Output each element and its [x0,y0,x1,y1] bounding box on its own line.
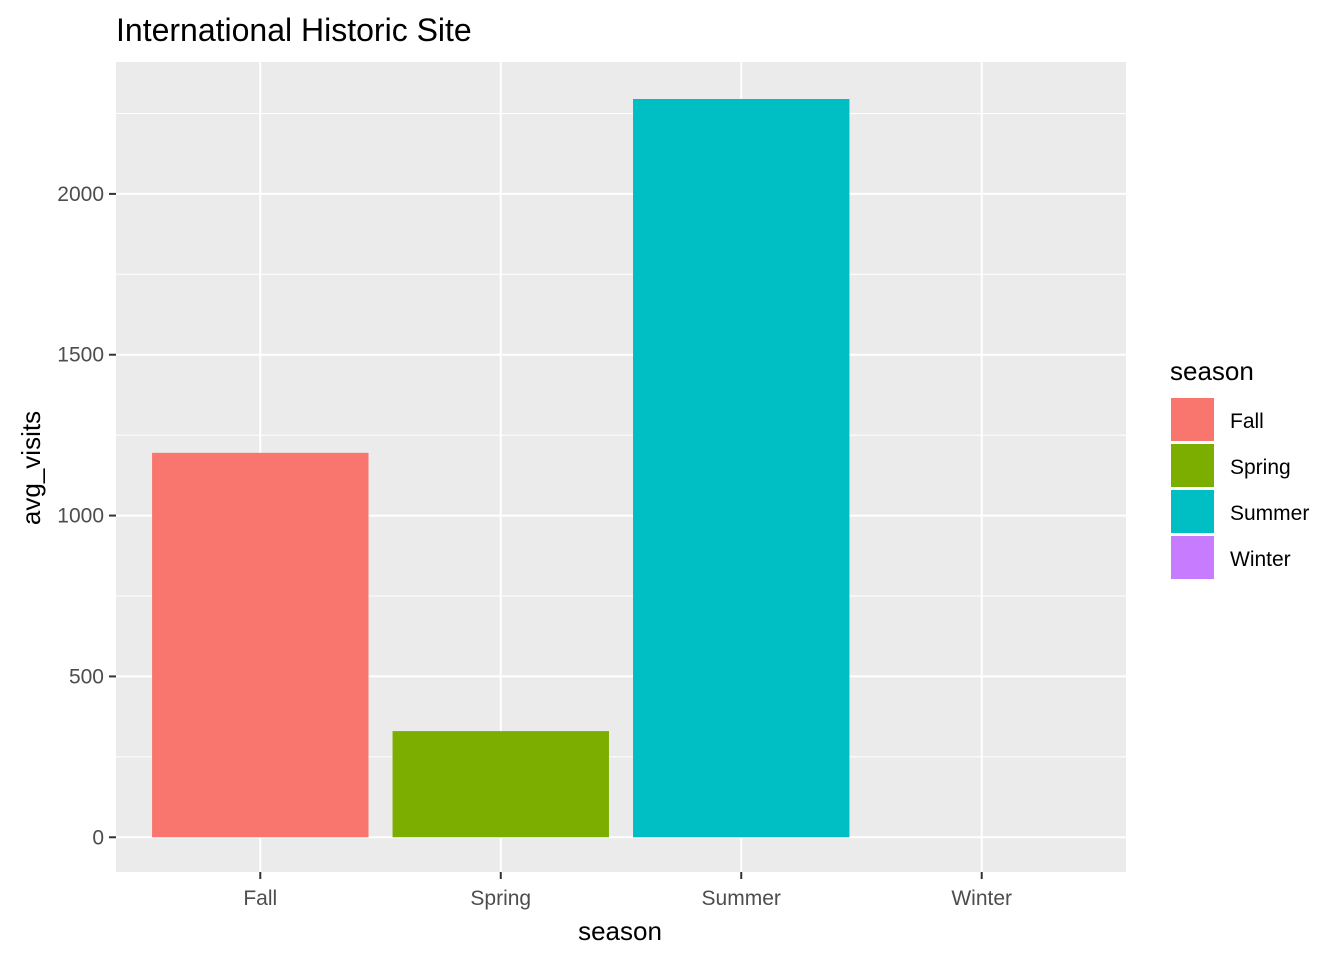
chart-title: International Historic Site [116,12,472,48]
x-tick-label: Winter [951,887,1012,910]
bar-fall [152,452,369,838]
bar-spring [392,731,609,838]
legend-swatch-summer [1171,490,1214,533]
legend-swatch-fall [1171,398,1214,441]
y-tick-label: 1000 [57,505,104,528]
x-tick-label: Spring [470,887,531,910]
x-tick-label: Summer [702,887,781,910]
x-tick-label: Fall [243,887,277,910]
legend-swatch-spring [1171,444,1214,487]
legend-label: Spring [1230,456,1291,479]
y-axis-title: avg_visits [16,411,46,525]
y-tick-label: 2000 [57,183,104,206]
legend-label: Summer [1230,502,1309,525]
legend-swatch-winter [1171,536,1214,579]
x-axis-title: season [578,916,662,946]
x-axis: Fall Spring Summer Winter [243,872,1012,910]
legend-label: Fall [1230,410,1264,433]
legend: season Fall Spring Summer Winter [1170,356,1309,581]
bar-summer [633,98,850,838]
y-axis: 0 500 1000 1500 2000 [57,183,116,849]
y-tick-label: 500 [69,665,104,688]
legend-label: Winter [1230,548,1291,571]
bars [152,98,850,838]
y-tick-label: 1500 [57,344,104,367]
y-tick-label: 0 [92,826,104,849]
legend-title: season [1170,356,1254,386]
